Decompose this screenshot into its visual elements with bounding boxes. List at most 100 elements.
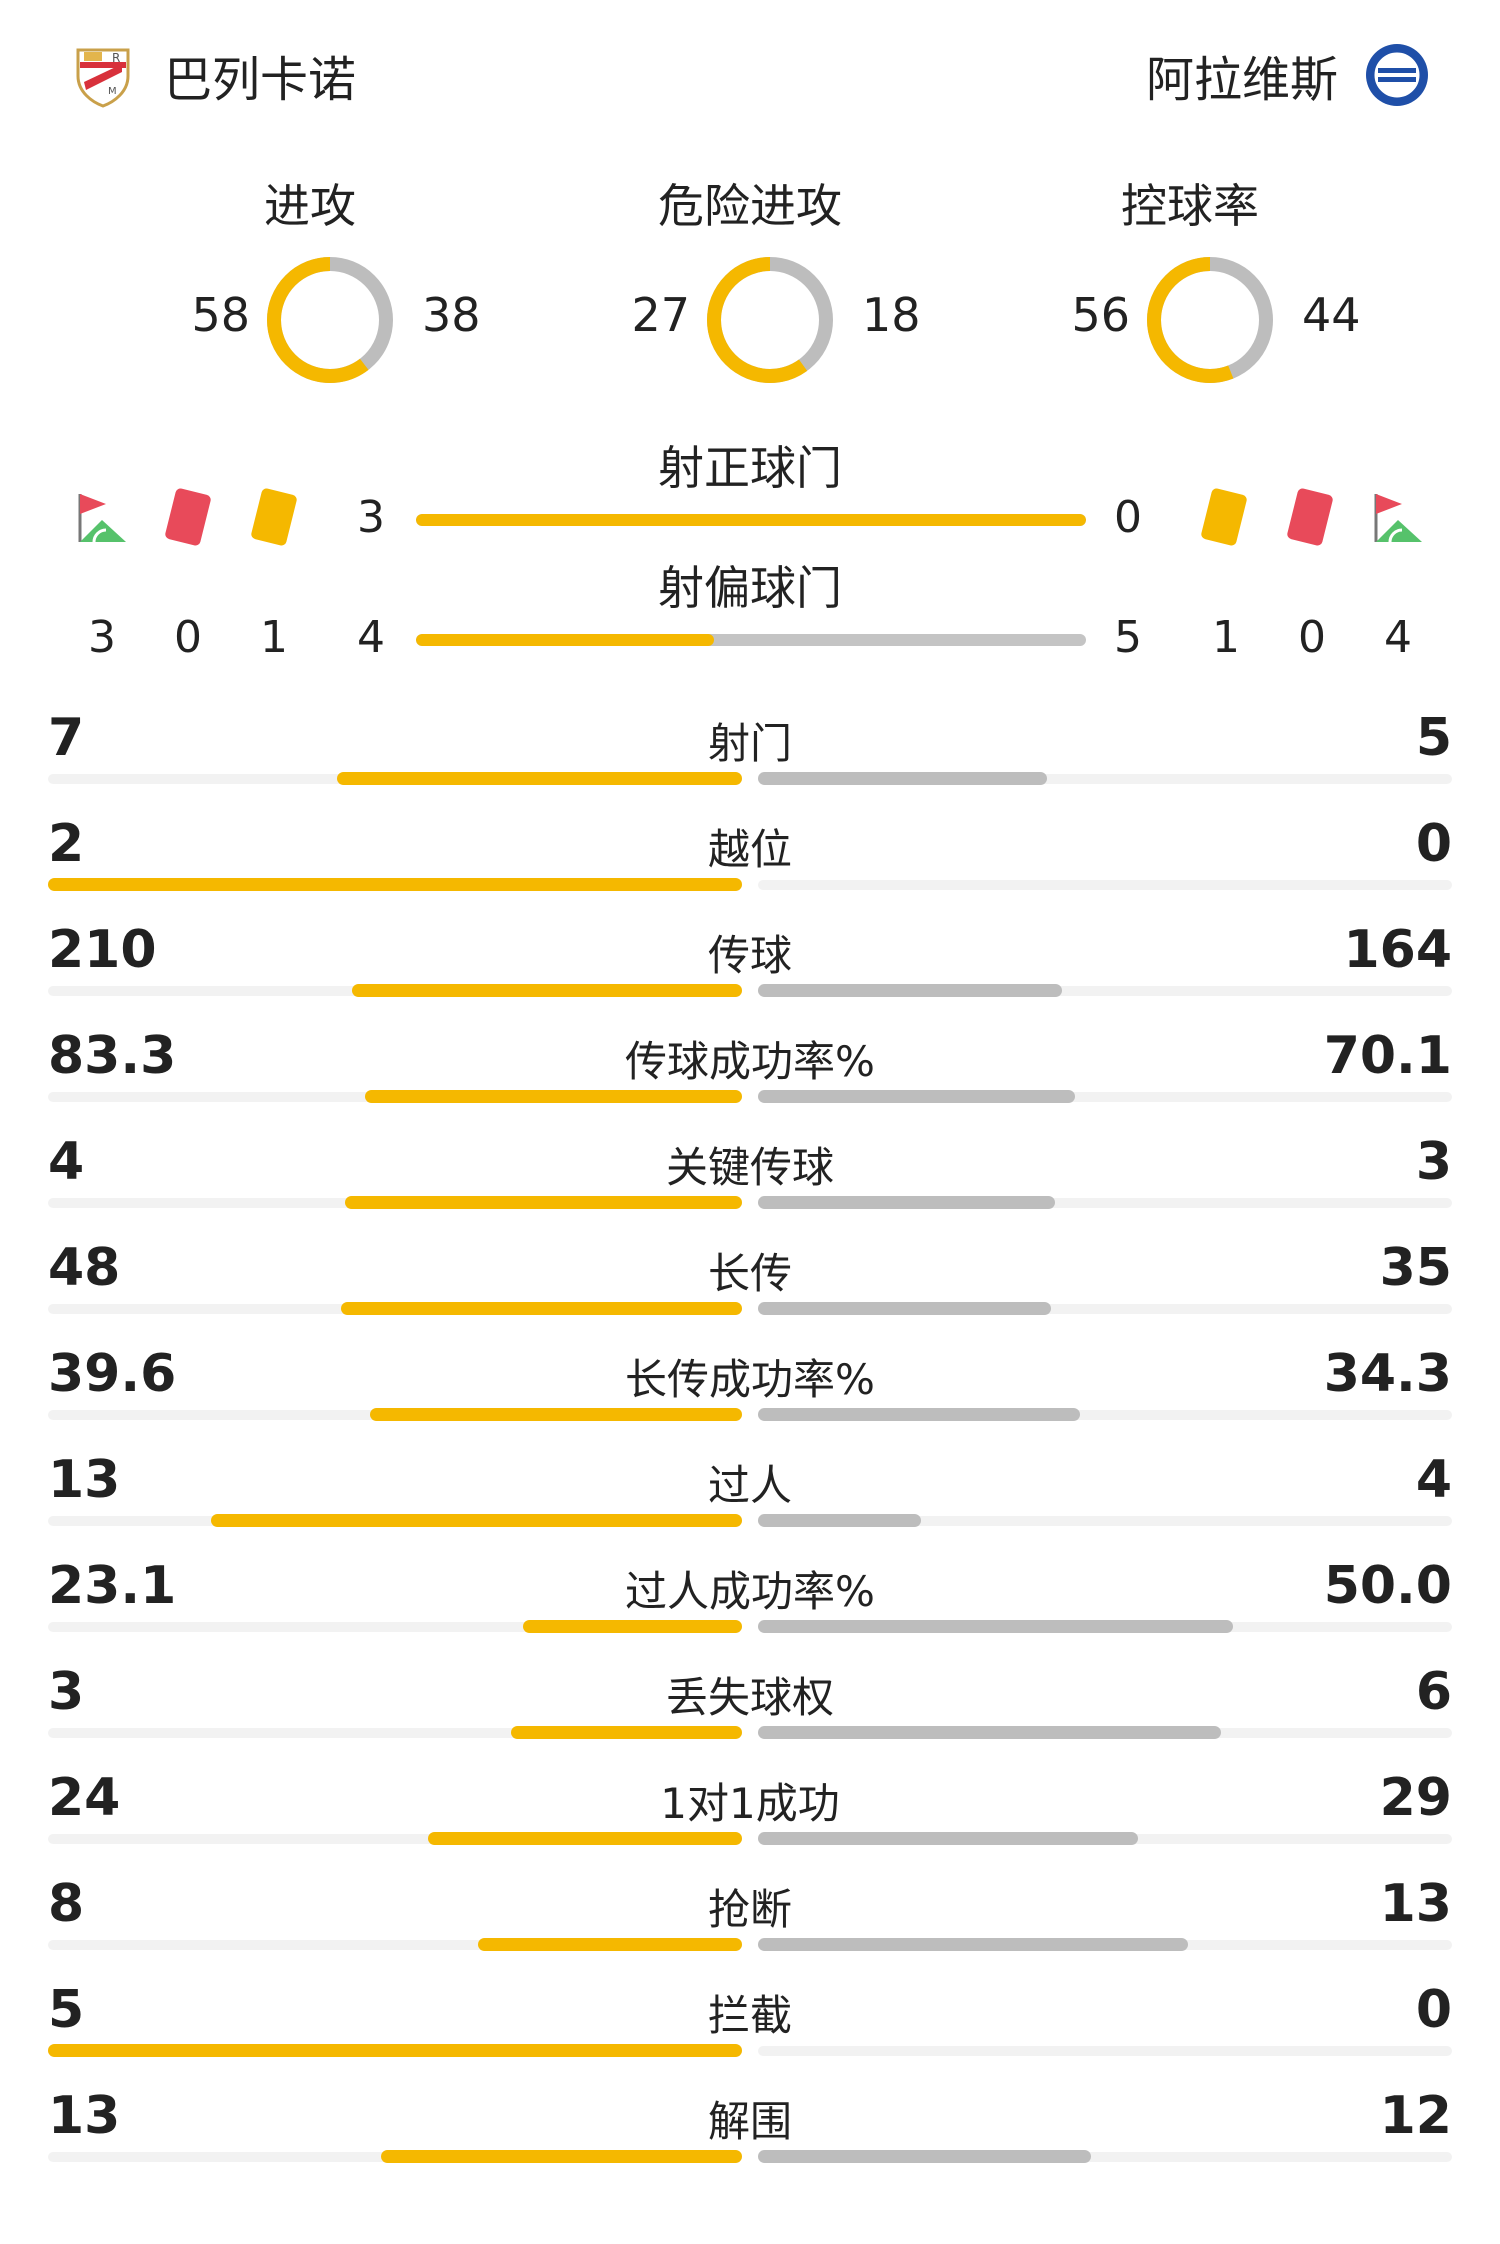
stat-away-track [758, 774, 1452, 784]
stat-away-value: 70.1 [1323, 1026, 1452, 1086]
stat-label: 射门 [707, 719, 792, 768]
stat-home-bar [352, 984, 742, 997]
stat-home-bar [370, 1408, 742, 1421]
stat-home-value: 2 [48, 814, 85, 874]
stat-row: 210 传球 164 [48, 912, 1452, 1018]
stat-label: 传球 [707, 931, 792, 980]
stat-row: 48 长传 35 [48, 1230, 1452, 1336]
stat-away-track [758, 2046, 1452, 2056]
stat-away-bar [758, 772, 1047, 785]
donut-away-value: 44 [1302, 288, 1361, 342]
stat-away-bar [758, 1620, 1233, 1633]
stat-home-track [48, 1834, 742, 1844]
stat-label: 抢断 [707, 1885, 792, 1934]
donut-away-value: 38 [422, 288, 481, 342]
stat-away-bar [758, 1726, 1221, 1739]
stat-row: 83.3 传球成功率% 70.1 [48, 1018, 1452, 1124]
away-red-cards-count: 0 [1298, 612, 1326, 663]
stat-row: 3 丢失球权 6 [48, 1654, 1452, 1760]
away-team-header[interactable]: 阿拉维斯 [1146, 40, 1430, 110]
home-team-header[interactable]: R M 巴列卡诺 [70, 40, 356, 110]
stat-away-value: 6 [1415, 1662, 1452, 1722]
stat-away-track [758, 1516, 1452, 1526]
stat-label: 丢失球权 [665, 1673, 834, 1722]
home-corner-flag-icon [78, 494, 126, 543]
stat-row: 8 抢断 13 [48, 1866, 1452, 1972]
stat-row: 13 解围 12 [48, 2078, 1452, 2184]
stat-away-track [758, 880, 1452, 890]
donut-home-value: 58 [191, 288, 250, 342]
stat-home-bar [428, 1832, 742, 1845]
stat-away-bar [758, 1408, 1080, 1421]
donut-home-value: 56 [1071, 288, 1130, 342]
stat-away-bar [758, 1832, 1138, 1845]
stat-home-value: 13 [48, 2086, 121, 2146]
stat-home-bar [48, 2044, 742, 2057]
stat-row: 5 拦截 0 [48, 1972, 1452, 2078]
stat-home-value: 24 [48, 1768, 121, 1828]
stat-home-bar [341, 1302, 742, 1315]
stat-away-value: 4 [1415, 1450, 1452, 1510]
stat-label: 长传成功率% [625, 1355, 875, 1404]
away-team-name: 阿拉维斯 [1145, 52, 1338, 108]
donut-title: 控球率 [1121, 179, 1259, 233]
home-yellow-cards-count: 1 [260, 612, 288, 663]
stat-home-value: 3 [48, 1662, 85, 1722]
donut-home-arc [707, 257, 833, 383]
shots-on-target-home: 3 [357, 492, 385, 543]
stat-away-track [758, 986, 1452, 996]
stat-away-value: 29 [1379, 1768, 1452, 1828]
away-yellow-cards-count: 1 [1212, 612, 1240, 663]
stat-away-value: 50.0 [1323, 1556, 1452, 1616]
stat-label: 关键传球 [665, 1143, 834, 1192]
stat-home-track [48, 1940, 742, 1950]
stat-away-bar [758, 1938, 1188, 1951]
stat-row: 7 射门 5 [48, 700, 1452, 806]
stat-away-bar [758, 1302, 1051, 1315]
donut-title: 进攻 [264, 179, 356, 233]
stat-home-bar [381, 2150, 742, 2163]
stat-row: 23.1 过人成功率% 50.0 [48, 1548, 1452, 1654]
donut-home-value: 27 [631, 288, 690, 342]
stat-label: 长传 [707, 1249, 792, 1298]
stat-row: 2 越位 0 [48, 806, 1452, 912]
donut-ring [1147, 257, 1273, 383]
stat-home-track [48, 1622, 742, 1632]
stat-away-bar [758, 1514, 921, 1527]
rayo-vallecano-badge-icon: R M [76, 48, 130, 108]
donut-ring [707, 257, 833, 383]
stat-home-bar [478, 1938, 742, 1951]
home-red-card-icon [165, 488, 211, 546]
donut-home-arc [267, 257, 393, 383]
stat-away-value: 0 [1415, 1980, 1452, 2040]
stat-home-value: 39.6 [48, 1344, 177, 1404]
stat-away-track [758, 1410, 1452, 1420]
donut-away-value: 18 [862, 288, 921, 342]
stat-row: 39.6 长传成功率% 34.3 [48, 1336, 1452, 1442]
stat-row: 24 1对1成功 29 [48, 1760, 1452, 1866]
home-corners-count: 3 [88, 612, 116, 663]
shots-off-target-bar [416, 634, 1086, 646]
stat-home-value: 7 [48, 708, 85, 768]
stat-row: 13 过人 4 [48, 1442, 1452, 1548]
away-yellow-card-icon [1201, 488, 1247, 546]
stat-row: 4 关键传球 3 [48, 1124, 1452, 1230]
stat-away-track [758, 1198, 1452, 1208]
donut-possession: 控球率 56 44 [970, 170, 1410, 410]
stat-away-value: 5 [1415, 708, 1452, 768]
stat-home-value: 13 [48, 1450, 121, 1510]
shots-off-target-title: 射偏球门 [658, 561, 842, 615]
stat-home-track [48, 1728, 742, 1738]
stat-away-bar [758, 1196, 1055, 1209]
stat-away-track [758, 2152, 1452, 2162]
stat-label: 过人 [707, 1461, 792, 1510]
stat-away-value: 164 [1343, 920, 1452, 980]
alaves-badge-icon [1366, 44, 1428, 106]
stat-away-bar [758, 1090, 1075, 1103]
shots-off-target-away: 5 [1114, 612, 1142, 663]
stat-home-bar [48, 878, 742, 891]
stat-home-value: 83.3 [48, 1026, 177, 1086]
away-red-card-icon [1287, 488, 1333, 546]
stat-home-bar [365, 1090, 742, 1103]
donut-home-arc [1147, 257, 1273, 383]
